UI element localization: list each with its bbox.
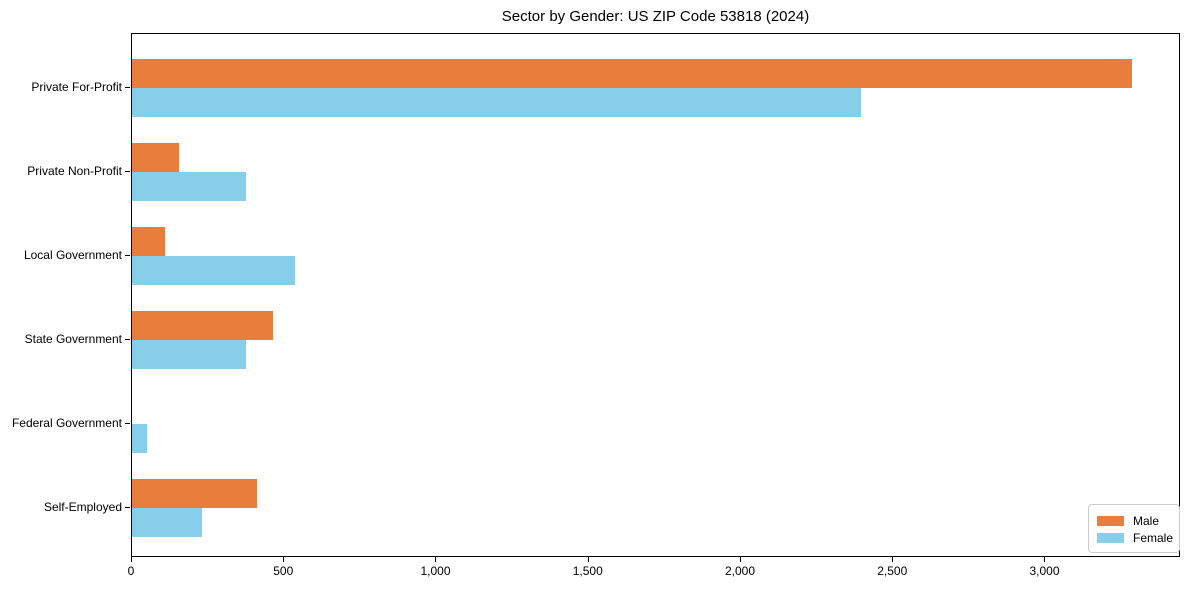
xtick-label-3000: 3,000 bbox=[1029, 564, 1060, 578]
xtick-mark bbox=[1044, 557, 1046, 562]
xtick-mark bbox=[283, 557, 285, 562]
bar-male-self-employed bbox=[132, 479, 257, 508]
xtick-mark bbox=[892, 557, 894, 562]
ytick-mark bbox=[125, 171, 130, 172]
legend-entry-male: Male bbox=[1097, 512, 1179, 529]
bar-male-local-government bbox=[132, 227, 166, 256]
bar-female-private-non-profit bbox=[132, 172, 246, 201]
xtick-mark bbox=[739, 557, 741, 562]
ytick-label-self-employed: Self-Employed bbox=[43, 500, 122, 514]
xtick-mark bbox=[587, 557, 589, 562]
xtick-label-0: 0 bbox=[127, 564, 135, 578]
bar-male-private-for-profit bbox=[132, 59, 1132, 88]
chart-title: Sector by Gender: US ZIP Code 53818 (202… bbox=[501, 8, 810, 25]
ytick-mark bbox=[125, 423, 130, 424]
ytick-mark bbox=[125, 339, 130, 340]
xtick-mark bbox=[435, 557, 437, 562]
bar-female-federal-government bbox=[132, 424, 148, 453]
xtick-label-2500: 2,500 bbox=[877, 564, 908, 578]
legend-label-female: Female bbox=[1133, 530, 1174, 545]
bar-female-self-employed bbox=[132, 508, 202, 537]
legend-entry-female: Female bbox=[1097, 529, 1179, 546]
ytick-label-local-government: Local Government bbox=[23, 248, 122, 262]
bar-female-local-government bbox=[132, 256, 295, 285]
ytick-label-private-non-profit: Private Non-Profit bbox=[27, 164, 122, 178]
xtick-label-1000: 1,000 bbox=[420, 564, 451, 578]
legend-swatch-male bbox=[1097, 515, 1124, 526]
ytick-mark bbox=[125, 507, 130, 508]
ytick-label-state-government: State Government bbox=[24, 332, 122, 346]
legend-swatch-female bbox=[1097, 532, 1124, 543]
xtick-label-500: 500 bbox=[273, 564, 294, 578]
ytick-mark bbox=[125, 87, 130, 88]
xtick-label-1500: 1,500 bbox=[572, 564, 603, 578]
xtick-label-2000: 2,000 bbox=[724, 564, 755, 578]
bar-female-private-for-profit bbox=[132, 88, 862, 117]
bar-male-state-government bbox=[132, 311, 274, 340]
ytick-mark bbox=[125, 255, 130, 256]
bar-male-private-non-profit bbox=[132, 143, 180, 172]
legend-label-male: Male bbox=[1133, 513, 1160, 528]
bar-female-state-government bbox=[132, 340, 246, 369]
legend: Male Female bbox=[1088, 504, 1180, 553]
ytick-label-federal-government: Federal Government bbox=[11, 416, 122, 430]
ytick-label-private-for-profit: Private For-Profit bbox=[31, 80, 122, 94]
xtick-mark bbox=[131, 557, 132, 562]
plot-area bbox=[131, 33, 1180, 557]
